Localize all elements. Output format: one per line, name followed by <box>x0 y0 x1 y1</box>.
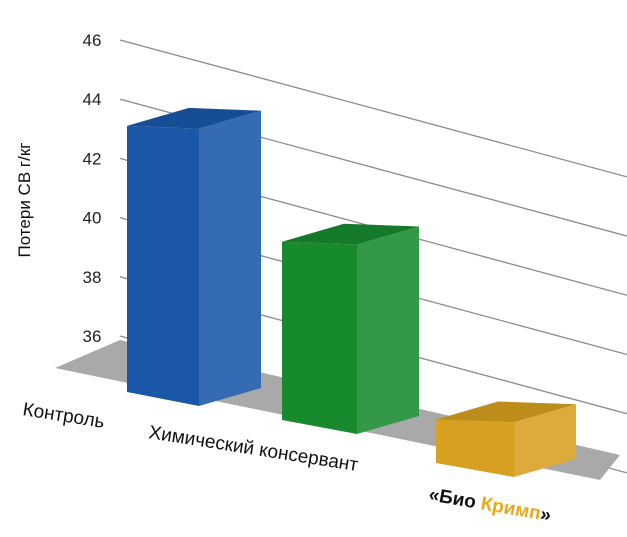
bar-2-front <box>282 241 357 434</box>
bar-1-front <box>127 125 199 406</box>
y-tick-label-40: 40 <box>83 209 102 228</box>
bar-3-top <box>436 401 576 423</box>
y-tick-label-42: 42 <box>83 149 102 168</box>
category-label-chemical: Химический консервант <box>147 422 360 476</box>
category-label-bio: «Био Кримп» <box>427 484 553 526</box>
y-axis-label: Потери СВ г/кг <box>15 143 34 258</box>
y-tick-label-46: 46 <box>83 31 102 50</box>
bar-1-top <box>127 107 261 129</box>
bar-3-front <box>436 419 514 477</box>
y-tick-label-36: 36 <box>83 327 102 346</box>
bar-1-side <box>199 110 261 406</box>
y-tick-label-38: 38 <box>83 268 102 287</box>
bar-2 <box>282 223 419 434</box>
bio-label-suffix: » <box>539 504 553 527</box>
bar-2-side <box>357 226 419 434</box>
y-tick-label-44: 44 <box>83 90 102 109</box>
bio-label-brand: Кримп <box>479 493 542 524</box>
bio-label-prefix: «Био <box>427 484 483 514</box>
grid-line-46 <box>119 39 627 178</box>
bar-3 <box>436 401 576 477</box>
y-axis-ticks: 36 38 40 42 44 46 <box>83 31 102 346</box>
bar-3-side <box>514 404 576 477</box>
bars <box>127 107 576 477</box>
bar-2-top <box>282 223 419 245</box>
category-label-control: Контроль <box>21 399 106 433</box>
bar-1 <box>127 107 261 406</box>
